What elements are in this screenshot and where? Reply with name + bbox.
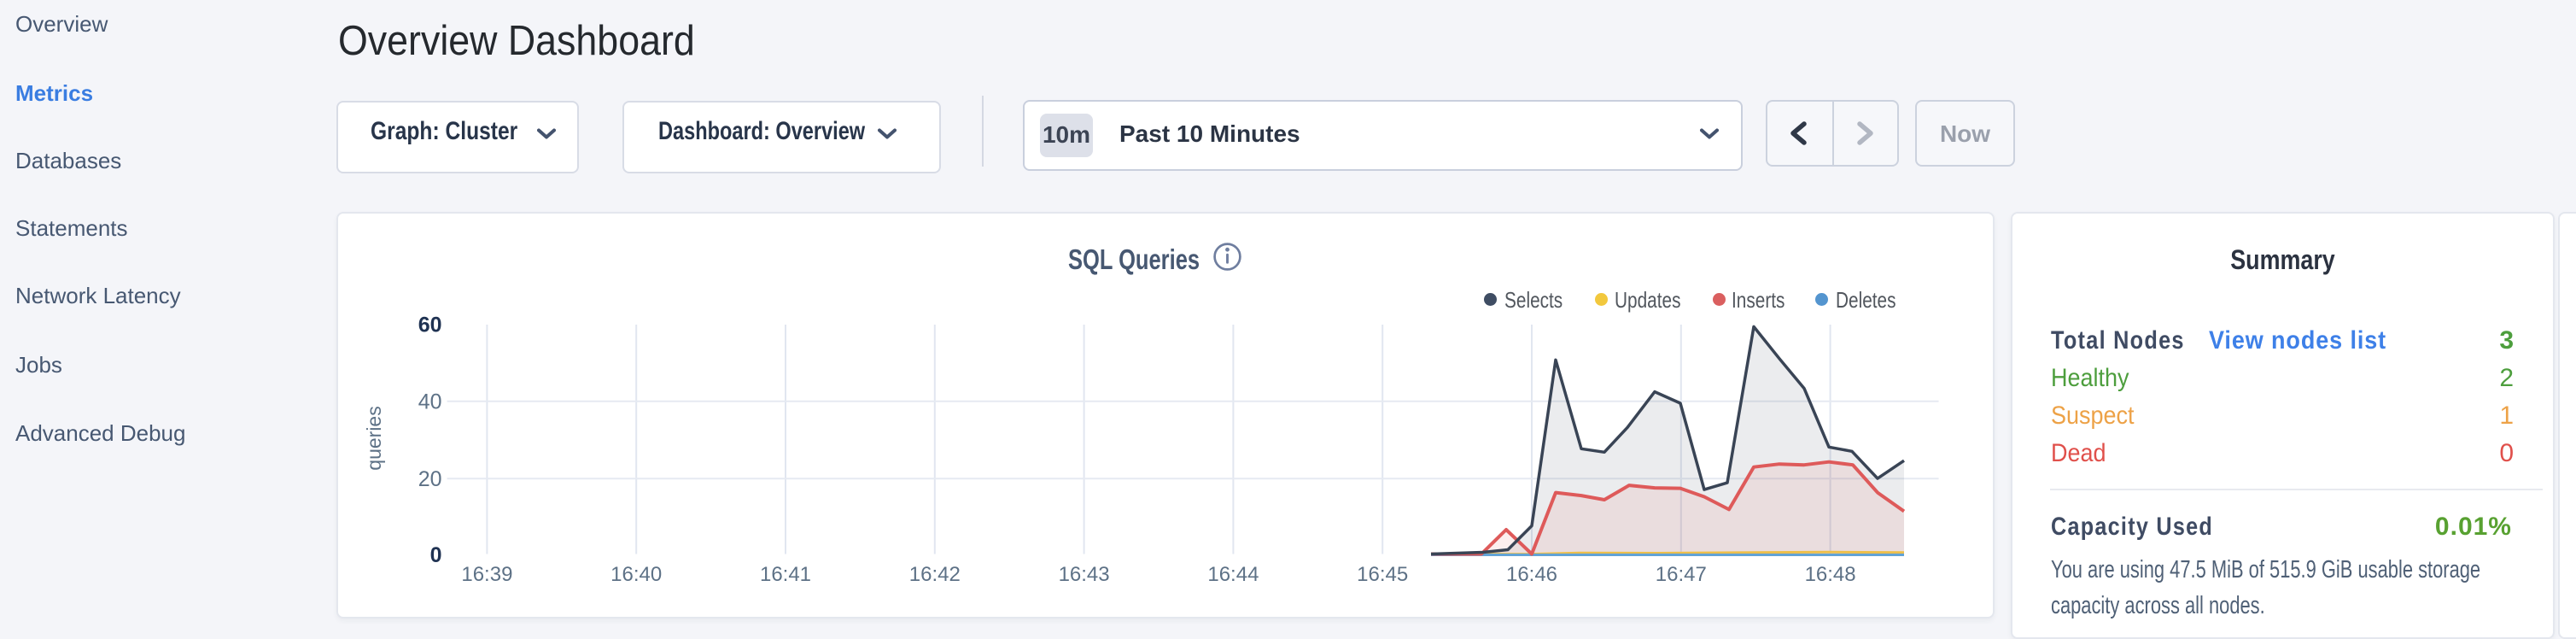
svg-text:20: 20: [418, 467, 442, 491]
svg-text:16:45: 16:45: [1357, 563, 1408, 586]
svg-text:16:46: 16:46: [1506, 563, 1557, 586]
svg-text:16:48: 16:48: [1805, 563, 1856, 586]
svg-text:16:47: 16:47: [1656, 563, 1707, 586]
svg-text:60: 60: [418, 314, 442, 337]
svg-text:0: 0: [430, 543, 442, 567]
svg-text:40: 40: [418, 390, 442, 413]
svg-text:16:39: 16:39: [461, 563, 512, 586]
svg-text:16:44: 16:44: [1207, 563, 1259, 586]
svg-text:16:41: 16:41: [760, 563, 811, 586]
svg-text:queries: queries: [363, 406, 385, 470]
svg-text:16:42: 16:42: [909, 563, 961, 586]
svg-text:16:43: 16:43: [1059, 563, 1110, 586]
svg-text:16:40: 16:40: [610, 563, 662, 586]
